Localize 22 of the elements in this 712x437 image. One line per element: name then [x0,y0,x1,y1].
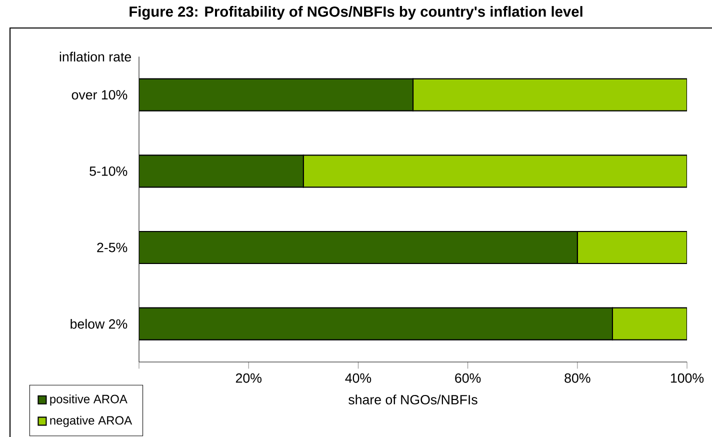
bar [576,230,688,264]
y-axis-title: inflation rate [60,52,132,62]
bar [612,307,688,340]
legend-label: negative AROA [50,416,132,428]
y-tick-label: below 2% [70,318,128,329]
bar [302,154,688,188]
chart-title: Figure 23: Profitability of NGOs/NBFIs by country's inflation level [130,6,582,20]
bar [139,307,614,340]
x-tick-label: 40% [345,373,372,383]
x-tick-label: 60% [455,373,481,383]
bar [412,78,688,112]
y-tick-label: 5-10% [90,166,128,176]
y-tick-label: over 10% [72,90,128,100]
x-tick-label: 20% [236,373,262,383]
x-tick-label: 100% [670,373,704,383]
bar [139,230,578,264]
y-tick-label: 2-5% [97,242,128,252]
bar [139,78,414,112]
legend-label: positive AROA [50,394,128,406]
x-tick-label: 80% [564,373,590,383]
x-axis-title: share of NGOs/NBFIs [348,394,478,404]
bar [139,154,304,188]
